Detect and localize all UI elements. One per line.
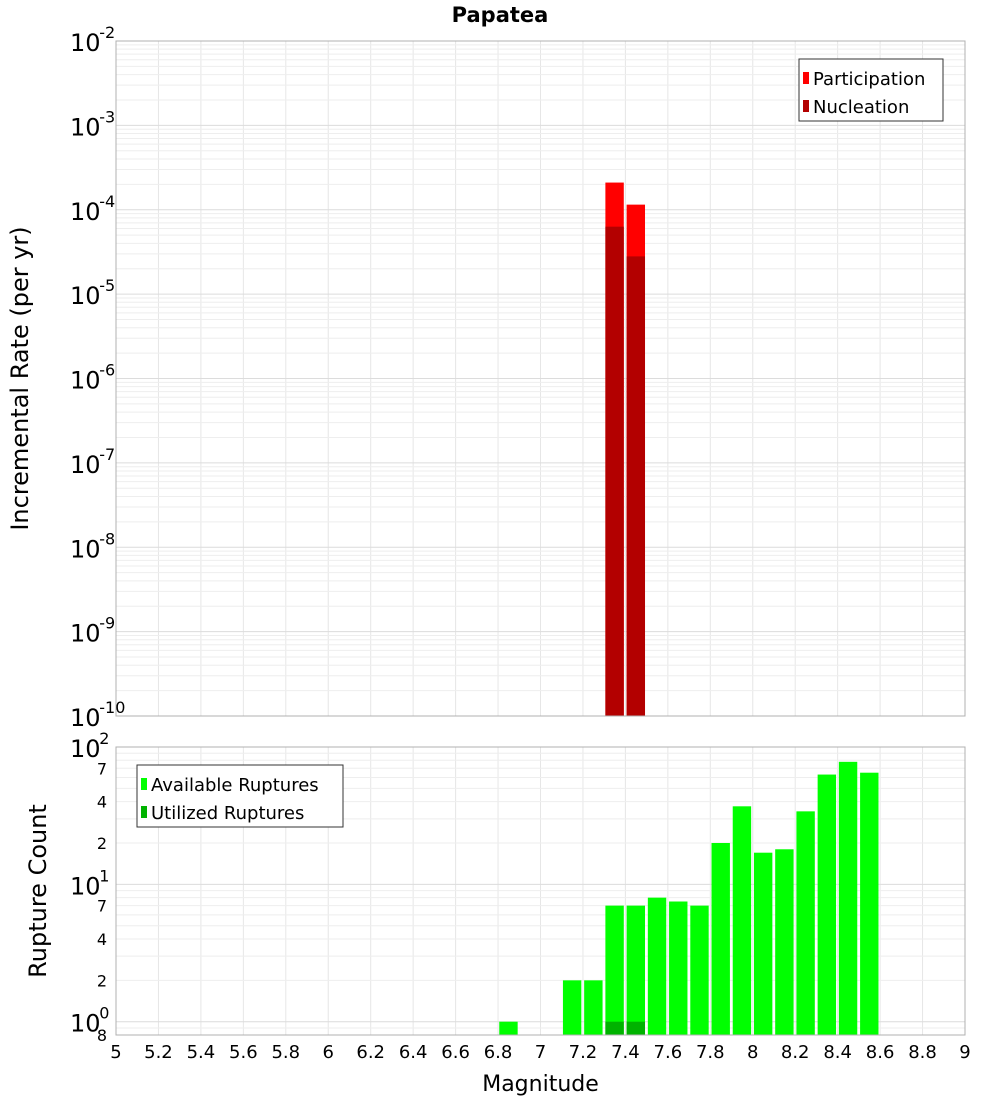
x-tick-label: 6 <box>323 1042 334 1063</box>
legend-box <box>136 764 344 828</box>
legend-swatch <box>803 72 809 84</box>
legend-swatch <box>803 100 809 112</box>
y-tick-label: 10 <box>70 451 101 479</box>
y-tick-label: 10 <box>70 1010 101 1038</box>
y-tick-label: 10 <box>70 535 101 563</box>
legend-label: Utilized Ruptures <box>151 803 304 824</box>
y-tick-label: 7 <box>97 759 107 778</box>
legend-label: Participation <box>813 69 925 90</box>
y-tick-exponent: -6 <box>99 361 115 380</box>
y-tick-exponent: -9 <box>99 614 115 633</box>
available-ruptures-bar <box>605 905 624 1035</box>
y-tick-exponent: -10 <box>99 698 125 717</box>
x-tick-label: 5.8 <box>271 1042 300 1063</box>
x-tick-label: 7.4 <box>611 1042 640 1063</box>
x-tick-label: 6.6 <box>441 1042 470 1063</box>
y-axis-label: Incremental Rate (per yr) <box>6 226 34 530</box>
legend-swatch <box>141 806 147 818</box>
x-tick-label: 6.2 <box>356 1042 385 1063</box>
x-tick-label: 8.6 <box>866 1042 895 1063</box>
available-ruptures-bar <box>626 905 646 1035</box>
nucleation-bar <box>605 226 624 716</box>
available-ruptures-bar <box>562 980 582 1035</box>
y-tick-label: 10 <box>70 29 101 57</box>
y-tick-label: 10 <box>70 198 101 226</box>
y-tick-label: 7 <box>97 897 107 916</box>
y-tick-exponent: 1 <box>99 866 109 885</box>
available-ruptures-bar <box>690 905 709 1035</box>
available-ruptures-bar <box>775 849 794 1035</box>
y-tick-exponent: -3 <box>99 107 115 126</box>
y-tick-label: 4 <box>97 793 107 812</box>
x-tick-label: 5.4 <box>187 1042 216 1063</box>
x-tick-label: 7.6 <box>654 1042 683 1063</box>
y-tick-label: 2 <box>97 834 107 853</box>
x-tick-label: 9 <box>959 1042 970 1063</box>
y-tick-exponent: 2 <box>99 729 109 748</box>
utilized-ruptures-bar <box>626 1021 646 1035</box>
legend-label: Available Ruptures <box>151 775 319 796</box>
y-tick-exponent: -2 <box>99 23 115 42</box>
y-tick-exponent: -8 <box>99 529 115 548</box>
y-tick-label: 4 <box>97 930 107 949</box>
incremental-rate-plot: 10-1010-910-810-710-610-510-410-310-2Inc… <box>6 23 966 732</box>
y-tick-label: 10 <box>70 113 101 141</box>
y-tick-label: 10 <box>70 735 101 763</box>
x-tick-label: 5 <box>110 1042 121 1063</box>
y-tick-label: 10 <box>70 872 101 900</box>
y-tick-label: 8 <box>97 1026 107 1045</box>
available-ruptures-bar <box>669 901 688 1035</box>
x-tick-label: 5.2 <box>144 1042 173 1063</box>
plot-frame <box>115 40 966 717</box>
y-tick-exponent: 0 <box>99 1004 109 1023</box>
utilized-ruptures-bar <box>605 1021 624 1035</box>
available-ruptures-bar <box>817 774 837 1035</box>
y-tick-exponent: -4 <box>99 192 115 211</box>
y-tick-label: 10 <box>70 704 101 732</box>
available-ruptures-bar <box>753 852 773 1035</box>
y-tick-label: 10 <box>70 620 101 648</box>
available-ruptures-bar <box>860 772 879 1035</box>
y-tick-label: 10 <box>70 282 101 310</box>
x-tick-label: 5.6 <box>229 1042 258 1063</box>
available-ruptures-bar <box>647 897 667 1035</box>
legend: Available Ruptures Utilized Ruptures <box>136 764 344 828</box>
available-ruptures-bar <box>796 811 815 1035</box>
x-tick-label: 6.8 <box>484 1042 513 1063</box>
nucleation-bar <box>626 256 646 716</box>
x-tick-label: 7 <box>535 1042 546 1063</box>
y-tick-exponent: -5 <box>99 276 115 295</box>
available-ruptures-bar <box>732 806 752 1035</box>
y-axis-label: Rupture Count <box>24 804 52 978</box>
legend-box <box>798 58 944 122</box>
y-tick-label: 10 <box>70 367 101 395</box>
x-axis-label: Magnitude <box>482 1072 599 1097</box>
legend: Participation Nucleation <box>798 58 944 122</box>
available-ruptures-bar <box>584 980 603 1035</box>
legend-label: Nucleation <box>813 97 909 118</box>
x-tick-label: 8.2 <box>781 1042 810 1063</box>
y-tick-label: 2 <box>97 971 107 990</box>
legend-swatch <box>141 778 147 790</box>
available-ruptures-bar <box>499 1021 518 1035</box>
y-tick-exponent: -7 <box>99 445 115 464</box>
x-tick-label: 8 <box>747 1042 758 1063</box>
x-tick-label: 8.8 <box>908 1042 937 1063</box>
x-tick-label: 6.4 <box>399 1042 428 1063</box>
x-tick-label: 7.8 <box>696 1042 725 1063</box>
x-tick-label: 8.4 <box>823 1042 852 1063</box>
available-ruptures-bar <box>838 761 858 1035</box>
x-tick-label: 7.2 <box>569 1042 598 1063</box>
chart-title: Papatea <box>452 3 549 27</box>
available-ruptures-bar <box>711 843 730 1035</box>
plot-frame <box>115 746 966 1036</box>
